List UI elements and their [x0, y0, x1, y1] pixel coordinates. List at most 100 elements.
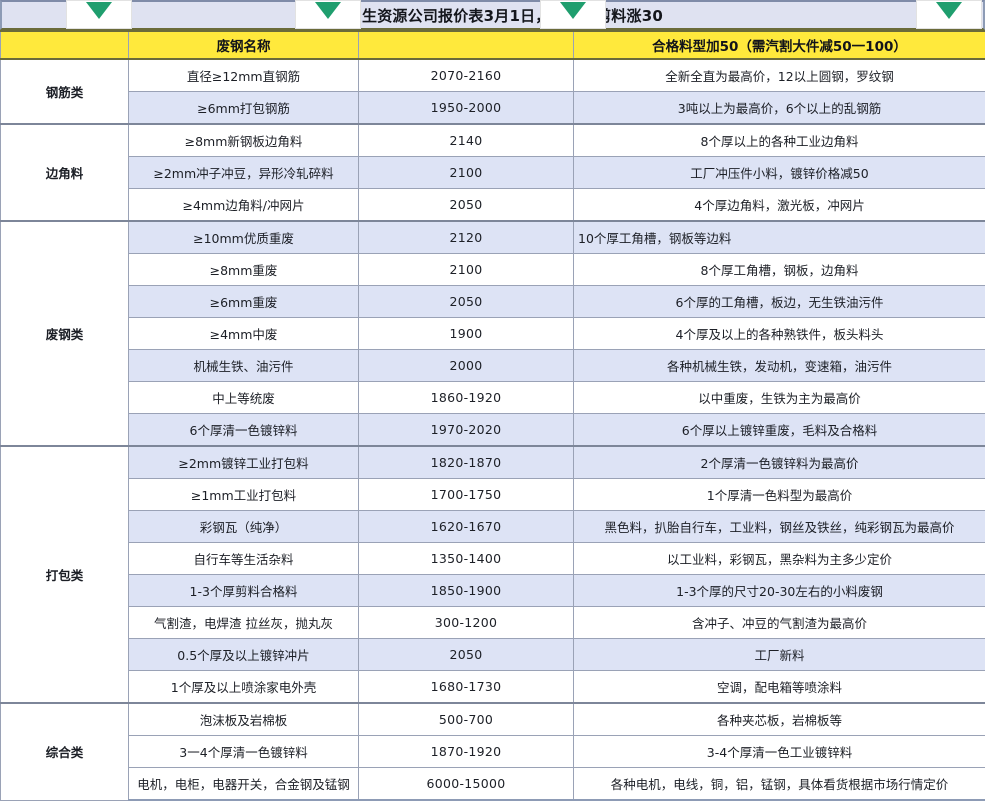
remark-cell: 6个厚以上镀锌重废，毛料及合格料 [574, 414, 985, 447]
remark-cell: 3吨以上为最高价，6个以上的乱钢筋 [574, 92, 985, 125]
price-cell: 1900 [359, 318, 574, 350]
price-cell: 2120 [359, 221, 574, 254]
material-name-cell: ≥10mm优质重废 [129, 221, 359, 254]
price-table: 废钢名称 合格料型加50（需汽割大件减50一100） 钢筋类直径≥12mm直钢筋… [0, 30, 985, 801]
remark-cell: 1个厚清一色料型为最高价 [574, 479, 985, 511]
material-name-cell: ≥6mm打包钢筋 [129, 92, 359, 125]
material-name-cell: ≥4mm边角料/冲网片 [129, 189, 359, 222]
banner-title-bar: 生资源公司报价表3月1日，中废，剪料涨30 [0, 0, 985, 30]
price-cell: 1970-2020 [359, 414, 574, 447]
price-cell: 2070-2160 [359, 59, 574, 92]
material-name-cell: 气割渣，电焊渣 拉丝灰，抛丸灰 [129, 607, 359, 639]
material-name-cell: ≥2mm冲子冲豆，异形冷轧碎料 [129, 157, 359, 189]
remark-cell: 1-3个厚的尺寸20-30左右的小料废钢 [574, 575, 985, 607]
category-cell: 废钢类 [1, 221, 129, 446]
material-name-cell: 泡沫板及岩棉板 [129, 703, 359, 736]
price-cell: 1820-1870 [359, 446, 574, 479]
remark-cell: 8个厚以上的各种工业边角料 [574, 124, 985, 157]
price-cell: 1350-1400 [359, 543, 574, 575]
green-triangle-sticker-3[interactable] [540, 0, 606, 29]
remark-cell: 4个厚边角料，激光板，冲网片 [574, 189, 985, 222]
material-name-cell: ≥8mm新钢板边角料 [129, 124, 359, 157]
remark-cell: 以工业料，彩钢瓦，黑杂料为主多少定价 [574, 543, 985, 575]
material-name-cell: 1个厚及以上喷涂家电外壳 [129, 671, 359, 704]
remark-cell: 黑色料，扒胎自行车，工业料，钢丝及铁丝，纯彩钢瓦为最高价 [574, 511, 985, 543]
spreadsheet-view: 生资源公司报价表3月1日，中废，剪料涨30 废钢名称 合格料型加50（需汽割大件… [0, 0, 985, 773]
material-name-cell: ≥1mm工业打包料 [129, 479, 359, 511]
remark-cell: 8个厚工角槽，钢板，边角料 [574, 254, 985, 286]
material-name-cell: 自行车等生活杂料 [129, 543, 359, 575]
remark-cell: 各种机械生铁，发动机，变速箱，油污件 [574, 350, 985, 382]
remark-cell: 工厂冲压件小料，镀锌价格减50 [574, 157, 985, 189]
remark-cell: 各种电机，电线，铜，铝，锰钢，具体看货根据市场行情定价 [574, 768, 985, 801]
remark-cell: 4个厚及以上的各种熟铁件，板头料头 [574, 318, 985, 350]
category-cell: 打包类 [1, 446, 129, 703]
remark-cell: 2个厚清一色镀锌料为最高价 [574, 446, 985, 479]
remark-cell: 各种夹芯板，岩棉板等 [574, 703, 985, 736]
material-name-cell: 3一4个厚清一色镀锌料 [129, 736, 359, 768]
remark-cell: 10个厚工角槽，钢板等边料 [574, 221, 985, 254]
material-name-cell: ≥4mm中废 [129, 318, 359, 350]
remark-cell: 含冲子、冲豆的气割渣为最高价 [574, 607, 985, 639]
green-triangle-sticker-2[interactable] [295, 0, 361, 29]
remark-cell: 全新全直为最高价，12以上圆钢，罗纹钢 [574, 59, 985, 92]
material-name-cell: ≥6mm重废 [129, 286, 359, 318]
green-triangle-sticker-1[interactable] [66, 0, 132, 29]
header-note: 合格料型加50（需汽割大件减50一100） [574, 31, 985, 59]
price-cell: 1700-1750 [359, 479, 574, 511]
green-triangle-sticker-4[interactable] [916, 0, 982, 29]
price-cell: 1680-1730 [359, 671, 574, 704]
material-name-cell: 机械生铁、油污件 [129, 350, 359, 382]
remark-cell: 3-4个厚清一色工业镀锌料 [574, 736, 985, 768]
down-triangle-icon [936, 2, 962, 19]
price-cell: 2140 [359, 124, 574, 157]
material-name-cell: 彩钢瓦（纯净） [129, 511, 359, 543]
material-name-cell: 电机，电柜，电器开关，合金钢及锰钢 [129, 768, 359, 801]
price-cell: 1850-1900 [359, 575, 574, 607]
price-cell: 1870-1920 [359, 736, 574, 768]
header-name: 废钢名称 [129, 31, 359, 59]
price-cell: 500-700 [359, 703, 574, 736]
table-header-row: 废钢名称 合格料型加50（需汽割大件减50一100） [1, 31, 985, 59]
material-name-cell: 0.5个厚及以上镀锌冲片 [129, 639, 359, 671]
material-name-cell: ≥2mm镀锌工业打包料 [129, 446, 359, 479]
material-name-cell: 中上等统废 [129, 382, 359, 414]
material-name-cell: 6个厚清一色镀锌料 [129, 414, 359, 447]
remark-cell: 以中重废，生铁为主为最高价 [574, 382, 985, 414]
price-cell: 2050 [359, 286, 574, 318]
price-cell: 1620-1670 [359, 511, 574, 543]
material-name-cell: 1-3个厚剪料合格料 [129, 575, 359, 607]
category-cell: 综合类 [1, 703, 129, 800]
remark-cell: 6个厚的工角槽，板边，无生铁油污件 [574, 286, 985, 318]
remark-cell: 空调，配电箱等喷涂料 [574, 671, 985, 704]
category-cell: 边角料 [1, 124, 129, 221]
price-cell: 1860-1920 [359, 382, 574, 414]
down-triangle-icon [86, 2, 112, 19]
price-cell: 2000 [359, 350, 574, 382]
price-cell: 6000-15000 [359, 768, 574, 801]
price-cell: 300-1200 [359, 607, 574, 639]
remark-cell: 工厂新料 [574, 639, 985, 671]
page-title: 生资源公司报价表3月1日，中废，剪料涨30 [322, 5, 663, 26]
